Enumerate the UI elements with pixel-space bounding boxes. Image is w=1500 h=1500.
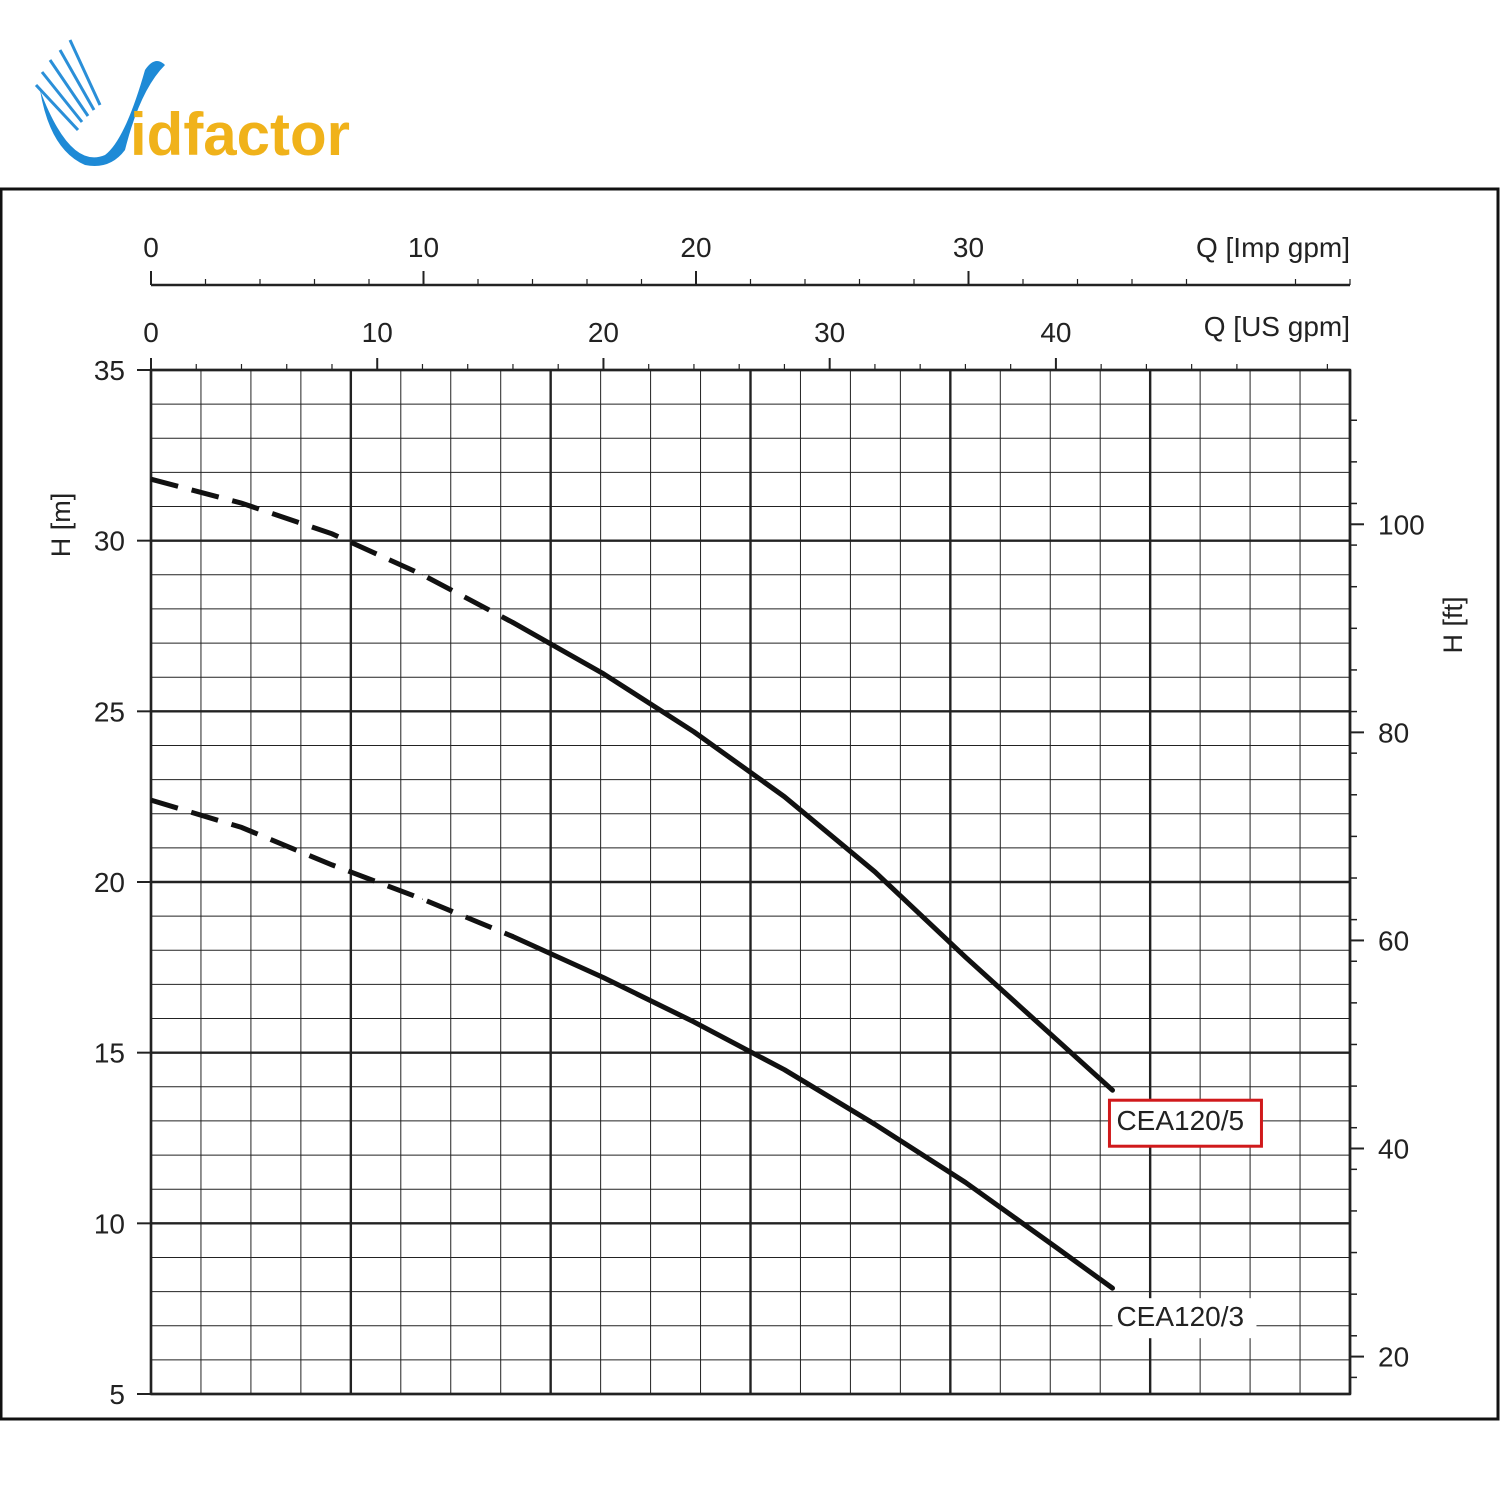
logo-v-icon (40, 61, 165, 166)
series-point (512, 622, 514, 624)
series-point (240, 502, 242, 504)
series-point (150, 478, 152, 480)
imp-gpm-axis-title: Q [Imp gpm] (1196, 232, 1350, 263)
y-tick-label: 5 (109, 1379, 125, 1410)
series-label-bg (1112, 1298, 1257, 1339)
series-point (1055, 1246, 1057, 1248)
logo-text: idfactor (130, 101, 350, 168)
y-tick-label: 10 (94, 1208, 125, 1239)
vidfactor-logo: idfactor (34, 39, 350, 168)
series-label: CEA120/5 (1116, 1105, 1244, 1136)
series-line-dashed (150, 476, 515, 625)
series-point (783, 796, 785, 798)
series-point (693, 731, 695, 733)
series-point (1111, 1287, 1113, 1289)
us-gpm-tick-label: 30 (814, 317, 845, 348)
series-point (964, 1181, 966, 1183)
y-axis-title: H [m] (46, 493, 76, 558)
grid (149, 368, 1352, 1396)
y-tick-label: 30 (94, 526, 125, 557)
ft-tick-label: 80 (1378, 717, 1409, 748)
ft-tick-label: 20 (1378, 1342, 1409, 1373)
ft-tick-label: 40 (1378, 1134, 1409, 1165)
series-point (240, 826, 242, 828)
labels: CEA120/5 CEA120/3 (1107, 1098, 1263, 1339)
ft-tick-label: 100 (1378, 509, 1425, 540)
series-lines (150, 476, 1115, 1291)
us-gpm-tick-label: 20 (588, 317, 619, 348)
series-line-solid (510, 934, 1115, 1291)
series-point (783, 1069, 785, 1071)
series-point (331, 864, 333, 866)
imp-gpm-tick-label: 20 (680, 232, 711, 263)
series-line-solid (510, 620, 1115, 1093)
y-axis-right-title: H [ft] (1438, 596, 1468, 653)
us-gpm-tick-label: 40 (1040, 317, 1071, 348)
series-point (693, 1021, 695, 1023)
series-point (331, 533, 333, 535)
plot-border (149, 368, 1352, 1396)
imp-gpm-tick-label: 10 (408, 232, 439, 263)
series-point (150, 799, 152, 801)
us-gpm-axis-title: Q [US gpm] (1204, 311, 1350, 342)
y-tick-label: 20 (94, 867, 125, 898)
series-point (1111, 1089, 1113, 1091)
y-tick-label: 15 (94, 1038, 125, 1069)
series-point (421, 898, 423, 900)
logo-feather-icon (34, 39, 102, 132)
series-point (1021, 1007, 1023, 1009)
us-gpm-tick-label: 10 (362, 317, 393, 348)
imp-gpm-tick-label: 0 (143, 232, 159, 263)
series-point (602, 977, 604, 979)
series-point (964, 956, 966, 958)
ft-tick-label: 60 (1378, 925, 1409, 956)
series-point (602, 673, 604, 675)
chart-frame (0, 187, 1500, 1421)
series-point (421, 574, 423, 576)
series-point (512, 936, 514, 938)
y-tick-label: 25 (94, 696, 125, 727)
y-tick-label: 35 (94, 355, 125, 386)
us-gpm-tick-label: 0 (143, 317, 159, 348)
series-point (874, 871, 876, 873)
series-label-highlight-box (1107, 1098, 1263, 1148)
series-point (874, 1123, 876, 1125)
imp-gpm-tick-label: 30 (953, 232, 984, 263)
series-label: CEA120/3 (1116, 1301, 1244, 1332)
